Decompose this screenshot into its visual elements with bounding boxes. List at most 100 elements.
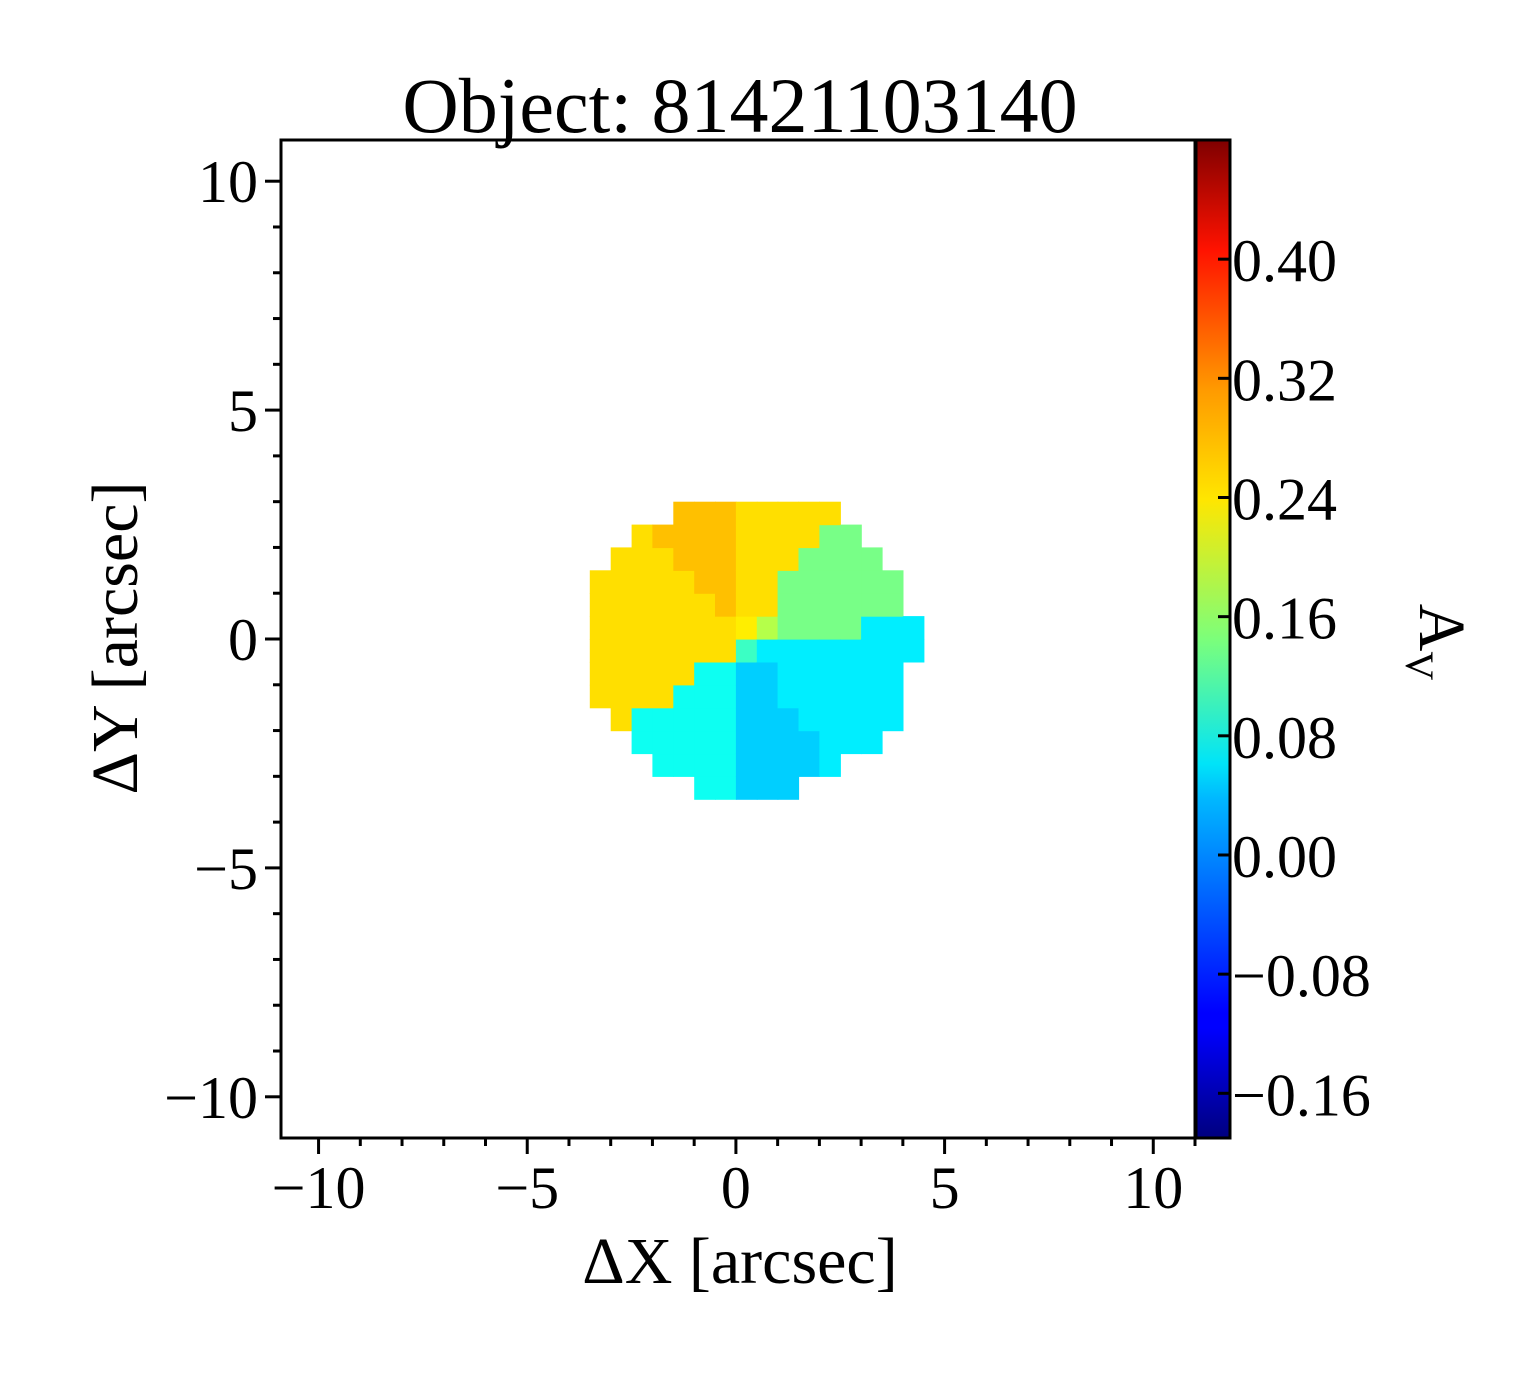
x-tick-label: −5 xyxy=(495,1155,559,1221)
heatmap-cell xyxy=(673,501,695,526)
heatmap-cell xyxy=(756,684,779,709)
heatmap-cell xyxy=(819,616,841,640)
heatmap-cell xyxy=(798,616,820,640)
heatmap-cell xyxy=(798,593,820,617)
heatmap-cell xyxy=(861,707,883,732)
heatmap-cell xyxy=(735,501,758,526)
heatmap-cell xyxy=(652,707,674,732)
colorbar-tick-label: 0.24 xyxy=(1232,466,1337,532)
heatmap-cell xyxy=(819,684,841,709)
heatmap-cell xyxy=(756,639,779,663)
heatmap-cell xyxy=(861,547,883,571)
heatmap-cell xyxy=(652,593,674,617)
heatmap-cell xyxy=(652,753,674,777)
heatmap-cell xyxy=(694,593,716,617)
x-axis: −10 −5 0 5 10 xyxy=(272,1138,1197,1221)
heatmap-cell xyxy=(840,570,862,594)
heatmap-cell xyxy=(735,661,758,686)
heatmap-cell xyxy=(610,661,633,686)
y-axis-label: ΔY [arcsec] xyxy=(79,482,152,795)
heatmap-cell xyxy=(882,593,904,617)
heatmap-cell xyxy=(777,684,800,709)
heatmap-cell xyxy=(715,661,737,686)
heatmap-cell xyxy=(798,684,820,709)
heatmap-cell xyxy=(840,616,862,640)
heatmap-cell xyxy=(735,593,758,617)
heatmap-cell xyxy=(715,753,737,777)
heatmap-cell xyxy=(756,570,779,594)
heatmap-cell xyxy=(735,570,758,594)
heatmap-cell xyxy=(631,730,654,755)
heatmap-cell xyxy=(798,524,820,549)
heatmap-cell xyxy=(882,661,904,686)
heatmap-cell xyxy=(861,570,883,594)
heatmap-cell xyxy=(777,616,800,640)
heatmap-cell xyxy=(861,593,883,617)
heatmap-cell xyxy=(673,661,695,686)
heatmap-cell xyxy=(840,730,862,755)
colorbar-label-sub: V xyxy=(1397,651,1442,680)
heatmap-cell xyxy=(631,639,654,663)
heatmap-cell xyxy=(777,524,800,549)
heatmap-cell xyxy=(798,730,820,755)
heatmap-cell xyxy=(756,753,779,777)
heatmap-cell xyxy=(819,639,841,663)
colorbar xyxy=(1194,138,1232,1140)
colorbar-label: AV xyxy=(1397,604,1478,681)
heatmap-cell xyxy=(819,707,841,732)
colorbar-ticks: −0.16 −0.08 0.00 0.08 0.16 0.24 0.32 0.40 xyxy=(1218,228,1371,1128)
heatmap-cell xyxy=(652,684,674,709)
heatmap-cell xyxy=(589,684,612,709)
heatmap-cell xyxy=(652,616,674,640)
heatmap-cell xyxy=(694,661,716,686)
colorbar-tick-label: 0.16 xyxy=(1232,586,1337,652)
heatmap-cell xyxy=(798,547,820,571)
x-axis-label: ΔX [arcsec] xyxy=(582,1225,897,1298)
chart-title: Object: 81421103140 xyxy=(402,62,1077,149)
heatmap-cell xyxy=(756,616,779,640)
heatmap-cell xyxy=(631,707,654,732)
heatmap-cell xyxy=(694,684,716,709)
heatmap-cell xyxy=(756,730,779,755)
heatmap-cell xyxy=(735,684,758,709)
heatmap-cell xyxy=(861,661,883,686)
heatmap-cell xyxy=(631,570,654,594)
heatmap-cell xyxy=(735,707,758,732)
heatmap-cell xyxy=(715,593,737,617)
heatmap-cell xyxy=(756,547,779,571)
heatmap-cell xyxy=(673,707,695,732)
heatmap-cell xyxy=(694,616,716,640)
heatmap-cell xyxy=(777,547,800,571)
heatmap-cell xyxy=(652,639,674,663)
heatmap-cell xyxy=(673,639,695,663)
heatmap-cell xyxy=(798,639,820,663)
colorbar-tick-label: 0.00 xyxy=(1232,824,1337,890)
colorbar-tick-label: 0.40 xyxy=(1232,228,1337,294)
heatmap-cell xyxy=(735,753,758,777)
heatmap-cell xyxy=(735,730,758,755)
heatmap-cell xyxy=(861,684,883,709)
heatmap-cell xyxy=(631,524,654,549)
heatmap-cell xyxy=(840,661,862,686)
svg-text:AV: AV xyxy=(1397,604,1478,681)
heatmap-cell xyxy=(715,639,737,663)
heatmap-cell xyxy=(652,547,674,571)
heatmap-cell xyxy=(840,707,862,732)
heatmap-cell xyxy=(777,639,800,663)
heatmap-cell xyxy=(694,547,716,571)
heatmap-cell xyxy=(715,616,737,640)
heatmap-cell xyxy=(610,593,633,617)
heatmap-cell xyxy=(756,593,779,617)
y-tick-label: 5 xyxy=(228,378,258,444)
heatmap-cell xyxy=(589,661,612,686)
heatmap-cell xyxy=(777,753,800,777)
heatmap-cell xyxy=(652,524,674,549)
heatmap-cell xyxy=(673,684,695,709)
heatmap-cell xyxy=(652,730,674,755)
heatmap-cell xyxy=(631,616,654,640)
heatmap-cell xyxy=(715,776,737,800)
heatmap-cells xyxy=(589,501,925,800)
heatmap-cell xyxy=(610,616,633,640)
heatmap-cell xyxy=(777,501,800,526)
